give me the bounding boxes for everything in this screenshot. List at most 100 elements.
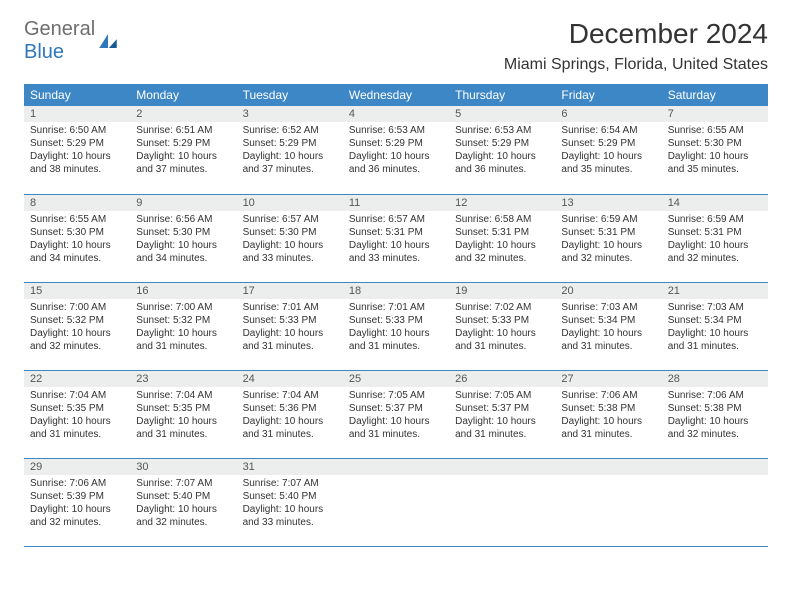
day-body: Sunrise: 6:51 AMSunset: 5:29 PMDaylight:… — [130, 122, 236, 180]
day-number: 5 — [449, 106, 555, 122]
daylight-text: Daylight: 10 hours — [455, 327, 549, 340]
day-number: 31 — [237, 459, 343, 475]
daylight-text: and 32 minutes. — [30, 340, 124, 353]
day-number: 16 — [130, 283, 236, 299]
daylight-text: Daylight: 10 hours — [30, 239, 124, 252]
daylight-text: and 31 minutes. — [136, 340, 230, 353]
sunset-text: Sunset: 5:31 PM — [455, 226, 549, 239]
calendar-cell: 28Sunrise: 7:06 AMSunset: 5:38 PMDayligh… — [662, 370, 768, 458]
daylight-text: and 34 minutes. — [136, 252, 230, 265]
day-number: 20 — [555, 283, 661, 299]
calendar-cell: 27Sunrise: 7:06 AMSunset: 5:38 PMDayligh… — [555, 370, 661, 458]
sunrise-text: Sunrise: 7:07 AM — [243, 477, 337, 490]
sunrise-text: Sunrise: 6:53 AM — [455, 124, 549, 137]
day-body — [449, 475, 555, 481]
day-number — [555, 459, 661, 475]
weekday-header: Friday — [555, 84, 661, 106]
day-number: 23 — [130, 371, 236, 387]
day-number: 21 — [662, 283, 768, 299]
month-title: December 2024 — [504, 18, 768, 50]
sunset-text: Sunset: 5:29 PM — [30, 137, 124, 150]
logo-text: General Blue — [24, 18, 95, 64]
weekday-header: Monday — [130, 84, 236, 106]
daylight-text: Daylight: 10 hours — [668, 150, 762, 163]
day-number: 9 — [130, 195, 236, 211]
weekday-header-row: Sunday Monday Tuesday Wednesday Thursday… — [24, 84, 768, 106]
sunset-text: Sunset: 5:34 PM — [668, 314, 762, 327]
day-body: Sunrise: 6:52 AMSunset: 5:29 PMDaylight:… — [237, 122, 343, 180]
sunrise-text: Sunrise: 6:55 AM — [30, 213, 124, 226]
calendar-cell: 15Sunrise: 7:00 AMSunset: 5:32 PMDayligh… — [24, 282, 130, 370]
daylight-text: Daylight: 10 hours — [349, 239, 443, 252]
sunset-text: Sunset: 5:33 PM — [349, 314, 443, 327]
weekday-header: Sunday — [24, 84, 130, 106]
day-body: Sunrise: 7:00 AMSunset: 5:32 PMDaylight:… — [24, 299, 130, 357]
calendar-cell: 12Sunrise: 6:58 AMSunset: 5:31 PMDayligh… — [449, 194, 555, 282]
day-body: Sunrise: 6:53 AMSunset: 5:29 PMDaylight:… — [343, 122, 449, 180]
weekday-header: Tuesday — [237, 84, 343, 106]
day-number: 14 — [662, 195, 768, 211]
daylight-text: Daylight: 10 hours — [30, 415, 124, 428]
sunrise-text: Sunrise: 7:06 AM — [30, 477, 124, 490]
daylight-text: Daylight: 10 hours — [136, 503, 230, 516]
day-body: Sunrise: 6:56 AMSunset: 5:30 PMDaylight:… — [130, 211, 236, 269]
day-body: Sunrise: 7:05 AMSunset: 5:37 PMDaylight:… — [343, 387, 449, 445]
calendar-cell: 13Sunrise: 6:59 AMSunset: 5:31 PMDayligh… — [555, 194, 661, 282]
day-number: 28 — [662, 371, 768, 387]
day-number: 17 — [237, 283, 343, 299]
day-number: 26 — [449, 371, 555, 387]
daylight-text: and 37 minutes. — [136, 163, 230, 176]
daylight-text: Daylight: 10 hours — [561, 327, 655, 340]
calendar-row: 1Sunrise: 6:50 AMSunset: 5:29 PMDaylight… — [24, 106, 768, 194]
daylight-text: Daylight: 10 hours — [243, 503, 337, 516]
sunset-text: Sunset: 5:38 PM — [561, 402, 655, 415]
calendar-cell — [662, 458, 768, 546]
sunset-text: Sunset: 5:29 PM — [561, 137, 655, 150]
sunset-text: Sunset: 5:30 PM — [136, 226, 230, 239]
sunset-text: Sunset: 5:31 PM — [349, 226, 443, 239]
day-body: Sunrise: 6:50 AMSunset: 5:29 PMDaylight:… — [24, 122, 130, 180]
sunset-text: Sunset: 5:32 PM — [30, 314, 124, 327]
daylight-text: and 32 minutes. — [455, 252, 549, 265]
sunrise-text: Sunrise: 7:04 AM — [30, 389, 124, 402]
day-body: Sunrise: 7:06 AMSunset: 5:38 PMDaylight:… — [555, 387, 661, 445]
daylight-text: Daylight: 10 hours — [136, 415, 230, 428]
day-body: Sunrise: 6:59 AMSunset: 5:31 PMDaylight:… — [555, 211, 661, 269]
day-body: Sunrise: 6:53 AMSunset: 5:29 PMDaylight:… — [449, 122, 555, 180]
sunrise-text: Sunrise: 7:02 AM — [455, 301, 549, 314]
logo-text-general: General — [24, 18, 95, 40]
day-body: Sunrise: 6:59 AMSunset: 5:31 PMDaylight:… — [662, 211, 768, 269]
calendar-cell: 18Sunrise: 7:01 AMSunset: 5:33 PMDayligh… — [343, 282, 449, 370]
day-number: 7 — [662, 106, 768, 122]
sunrise-text: Sunrise: 7:05 AM — [349, 389, 443, 402]
daylight-text: and 31 minutes. — [349, 428, 443, 441]
day-number — [449, 459, 555, 475]
day-body: Sunrise: 7:03 AMSunset: 5:34 PMDaylight:… — [662, 299, 768, 357]
day-body: Sunrise: 7:04 AMSunset: 5:36 PMDaylight:… — [237, 387, 343, 445]
calendar-cell: 11Sunrise: 6:57 AMSunset: 5:31 PMDayligh… — [343, 194, 449, 282]
sunrise-text: Sunrise: 7:04 AM — [136, 389, 230, 402]
day-number: 6 — [555, 106, 661, 122]
daylight-text: and 34 minutes. — [30, 252, 124, 265]
day-number — [343, 459, 449, 475]
sunrise-text: Sunrise: 7:05 AM — [455, 389, 549, 402]
day-number: 2 — [130, 106, 236, 122]
day-body: Sunrise: 7:01 AMSunset: 5:33 PMDaylight:… — [237, 299, 343, 357]
daylight-text: Daylight: 10 hours — [455, 150, 549, 163]
daylight-text: and 36 minutes. — [349, 163, 443, 176]
daylight-text: Daylight: 10 hours — [136, 327, 230, 340]
daylight-text: and 31 minutes. — [668, 340, 762, 353]
sunset-text: Sunset: 5:37 PM — [349, 402, 443, 415]
daylight-text: Daylight: 10 hours — [561, 239, 655, 252]
daylight-text: Daylight: 10 hours — [136, 239, 230, 252]
calendar-cell: 14Sunrise: 6:59 AMSunset: 5:31 PMDayligh… — [662, 194, 768, 282]
calendar-cell: 6Sunrise: 6:54 AMSunset: 5:29 PMDaylight… — [555, 106, 661, 194]
sail-icon — [99, 34, 117, 48]
daylight-text: and 31 minutes. — [243, 340, 337, 353]
sunrise-text: Sunrise: 7:00 AM — [136, 301, 230, 314]
day-number: 30 — [130, 459, 236, 475]
calendar-cell: 10Sunrise: 6:57 AMSunset: 5:30 PMDayligh… — [237, 194, 343, 282]
daylight-text: and 31 minutes. — [349, 340, 443, 353]
calendar-row: 15Sunrise: 7:00 AMSunset: 5:32 PMDayligh… — [24, 282, 768, 370]
daylight-text: Daylight: 10 hours — [455, 239, 549, 252]
